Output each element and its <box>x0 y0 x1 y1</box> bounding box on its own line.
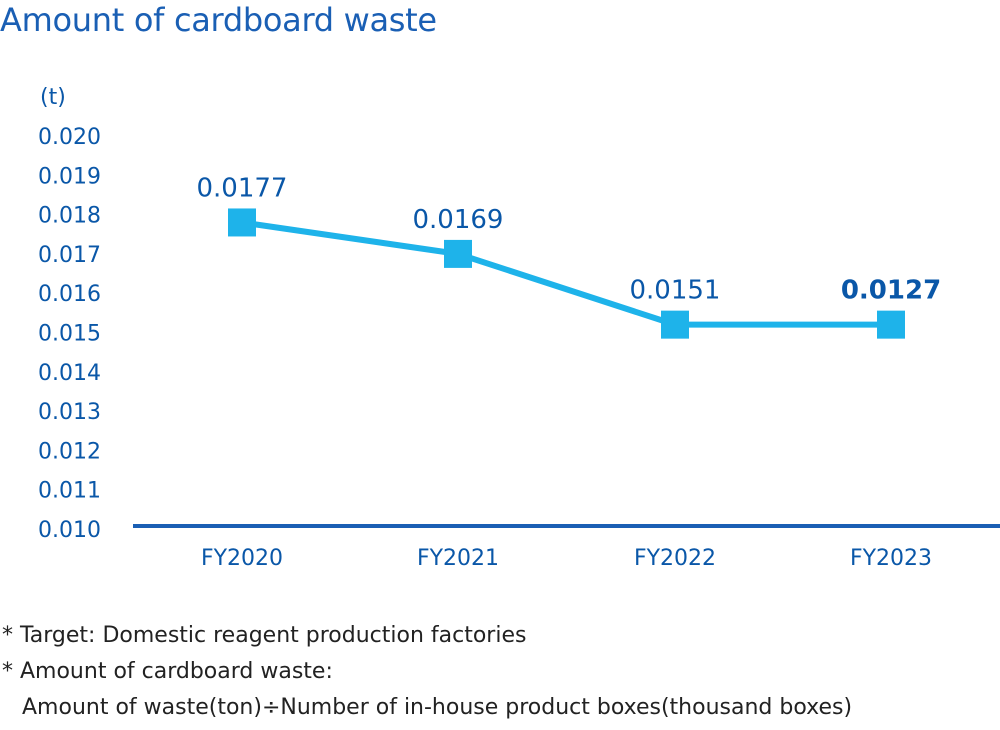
y-tick-label: 0.018 <box>38 204 101 229</box>
y-tick-label: 0.019 <box>38 164 101 189</box>
y-tick-label: 0.011 <box>38 479 101 504</box>
y-tick-label: 0.015 <box>38 322 101 347</box>
line-chart: (t) 0.0100.0110.0120.0130.0140.0150.0160… <box>38 85 1000 571</box>
x-tick-label: FY2020 <box>201 546 283 571</box>
y-tick-label: 0.012 <box>38 439 101 464</box>
data-point-marker <box>877 310 905 339</box>
footnotes: * Target: Domestic reagent production fa… <box>2 618 852 726</box>
data-label: 0.0169 <box>413 205 504 235</box>
footnote-formula: Amount of waste(ton)÷Number of in-house … <box>22 695 853 720</box>
footnote-definition: * Amount of cardboard waste: <box>2 659 333 684</box>
footnote-target: * Target: Domestic reagent production fa… <box>2 623 527 648</box>
x-tick-label: FY2023 <box>850 546 932 571</box>
series-line <box>241 219 891 328</box>
x-axis-ticks: FY2020 FY2021 FY2022 FY2023 <box>201 546 932 571</box>
data-label: 0.0127 <box>841 276 941 306</box>
y-tick-label: 0.020 <box>38 125 101 150</box>
y-tick-label: 0.014 <box>38 361 101 386</box>
x-tick-label: FY2021 <box>417 546 499 571</box>
data-point-marker <box>444 239 472 268</box>
y-axis-unit-label: (t) <box>40 85 66 110</box>
y-tick-label: 0.017 <box>38 243 101 268</box>
y-axis-ticks: 0.010 0.011 0.012 0.013 0.014 0.015 0.016 0.017… <box>38 125 101 543</box>
series-polyline <box>241 219 891 328</box>
data-point-marker <box>661 310 689 339</box>
data-labels: 0.0177 0.0169 0.0151 0.0127 <box>197 173 942 305</box>
series-markers <box>228 208 905 339</box>
data-point-marker <box>228 208 256 237</box>
y-tick-label: 0.016 <box>38 282 101 307</box>
data-label: 0.0177 <box>197 173 288 203</box>
data-label: 0.0151 <box>630 276 721 306</box>
x-tick-label: FY2022 <box>634 546 716 571</box>
chart-title: Amount of cardboard waste <box>0 1 437 39</box>
y-tick-label: 0.013 <box>38 400 101 425</box>
y-tick-label: 0.010 <box>38 518 101 543</box>
